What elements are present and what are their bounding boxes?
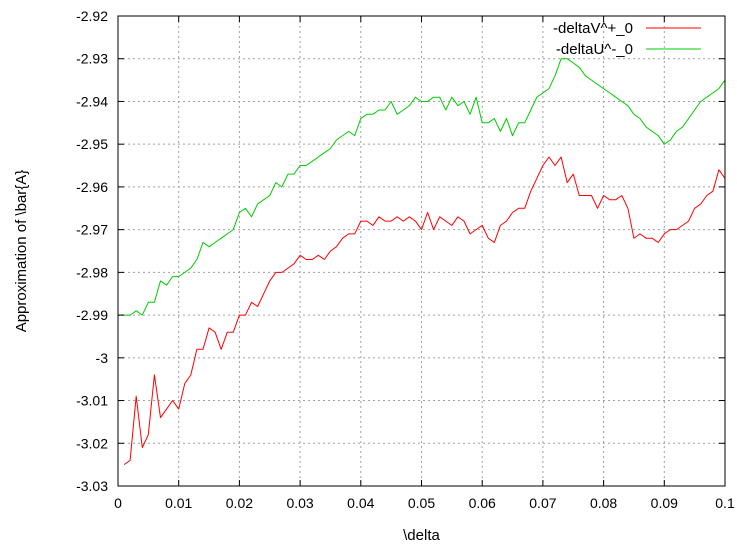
y-tick-label: -2.92 [76, 8, 108, 24]
y-tick-label: -3.01 [76, 393, 108, 409]
x-tick-label: 0.1 [715, 495, 735, 511]
x-tick-label: 0.03 [286, 495, 313, 511]
y-tick-label: -3 [96, 350, 109, 366]
y-tick-label: -2.98 [76, 264, 108, 280]
axis-ticks [117, 15, 726, 487]
series-line-1 [123, 156, 726, 466]
x-tick-labels: 0 0.01 0.02 0.03 0.04 0.05 0.06 0.07 0.08 0.09 0.1 [114, 495, 735, 511]
x-tick-label: 0.02 [226, 495, 253, 511]
y-axis-label: Approximation of \bar{A} [13, 170, 30, 333]
y-tick-label: -2.93 [76, 51, 108, 67]
x-tick-label: 0.08 [590, 495, 617, 511]
y-tick-label: -3.03 [76, 478, 108, 494]
legend-label-2: -deltaU^-_0 [556, 41, 633, 58]
x-tick-label: 0.01 [165, 495, 192, 511]
x-tick-label: 0.06 [469, 495, 496, 511]
y-tick-label: -2.95 [76, 136, 108, 152]
legend: -deltaV^+_0 -deltaU^-_0 [553, 20, 701, 58]
y-tick-label: -2.97 [76, 222, 108, 238]
x-tick-label: 0.07 [529, 495, 556, 511]
x-tick-label: 0 [114, 495, 122, 511]
y-tick-label: -2.94 [76, 93, 108, 109]
y-tick-label: -2.96 [76, 179, 108, 195]
y-tick-label: -3.02 [76, 435, 108, 451]
x-tick-label: 0.09 [651, 495, 678, 511]
y-tick-label: -2.99 [76, 307, 108, 323]
y-tick-labels: -2.92 -2.93 -2.94 -2.95 -2.96 -2.97 -2.98 -2.99… [76, 8, 108, 494]
x-tick-label: 0.04 [347, 495, 374, 511]
series-line-2 [118, 58, 726, 316]
series-layer [118, 58, 726, 466]
grid [118, 16, 725, 486]
x-axis-label: \delta [403, 527, 440, 544]
x-tick-label: 0.05 [408, 495, 435, 511]
legend-label-1: -deltaV^+_0 [553, 20, 633, 37]
